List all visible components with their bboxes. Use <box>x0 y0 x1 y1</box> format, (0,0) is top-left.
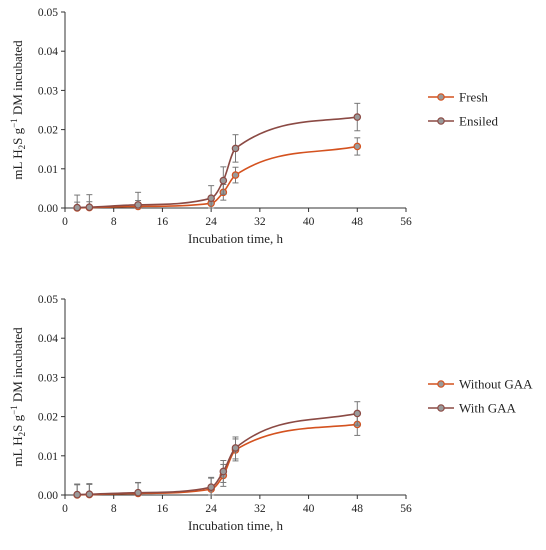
x-tick-label: 40 <box>303 503 315 515</box>
series-1 <box>73 137 362 212</box>
data-point <box>219 467 228 476</box>
data-point <box>231 444 240 452</box>
x-axis-label: Incubation time, h <box>188 518 283 533</box>
chart-panel-2: 0.00 0.01 0.02 0.03 0.04 0.05 0 8 16 24 32 40 48 56 In… <box>9 294 533 533</box>
x-axis-label: Incubation time, h <box>188 231 283 246</box>
y-tick-label: 0.05 <box>38 294 58 306</box>
chart-panel-1: 0.00 0.01 0.02 0.03 0.04 0.05 0 8 16 24 32 40 48 56 In… <box>9 7 498 246</box>
legend-label: Ensiled <box>459 114 498 129</box>
data-point <box>207 194 215 203</box>
legend-label: With GAA <box>459 401 516 416</box>
x-tick-label: 0 <box>62 503 68 515</box>
legend-item-1: Without GAA <box>428 377 533 392</box>
x-tick-label: 48 <box>352 503 364 515</box>
data-point <box>353 113 362 121</box>
data-point <box>85 490 94 499</box>
x-tick-label: 56 <box>400 503 412 515</box>
y-tick-label: 0.04 <box>38 46 58 58</box>
y-tick-label: 0.01 <box>38 164 58 176</box>
data-point <box>353 142 362 151</box>
series-1 <box>73 412 362 499</box>
y-tick-label: 0.00 <box>38 490 58 502</box>
data-point <box>73 490 81 499</box>
x-tick-label: 0 <box>62 216 68 228</box>
legend-swatch-marker <box>437 117 445 125</box>
legend-label: Without GAA <box>459 377 533 392</box>
series-2 <box>73 401 362 499</box>
y-tick-label: 0.02 <box>38 125 58 137</box>
data-point <box>353 409 362 418</box>
data-point <box>207 483 215 491</box>
data-point <box>73 203 81 212</box>
legend-item-2: Ensiled <box>428 114 498 129</box>
data-point <box>231 144 240 153</box>
y-tick-label: 0.01 <box>38 451 58 463</box>
data-point <box>134 201 142 209</box>
x-tick-label: 8 <box>111 503 117 515</box>
x-tick-label: 48 <box>352 216 364 228</box>
y-tick-label: 0.03 <box>38 372 58 384</box>
y-tick-label: 0.00 <box>38 203 58 215</box>
y-axis-label: mL H2S g−1 DM incubated <box>9 327 27 467</box>
data-point <box>85 203 94 212</box>
series-line <box>77 116 358 209</box>
legend-item-1: Fresh <box>428 90 488 105</box>
x-tick-label: 32 <box>254 216 266 228</box>
legend-swatch-marker <box>437 404 445 412</box>
series-line <box>77 412 358 496</box>
x-tick-label: 40 <box>303 216 315 228</box>
legend-label: Fresh <box>459 90 488 105</box>
legend-swatch-marker <box>437 93 445 101</box>
data-point <box>134 488 142 497</box>
x-tick-label: 24 <box>205 216 217 228</box>
x-tick-label: 16 <box>157 216 169 228</box>
y-tick-label: 0.04 <box>38 333 58 345</box>
series-2 <box>73 102 362 212</box>
y-tick-label: 0.02 <box>38 412 58 424</box>
x-tick-label: 56 <box>400 216 412 228</box>
x-tick-label: 24 <box>205 503 217 515</box>
data-point <box>231 171 240 179</box>
y-tick-label: 0.03 <box>38 85 58 97</box>
y-tick-label: 0.05 <box>38 7 58 19</box>
x-tick-label: 16 <box>157 503 169 515</box>
x-tick-label: 8 <box>111 216 117 228</box>
legend-item-2: With GAA <box>428 401 516 416</box>
series-line <box>77 145 358 209</box>
y-axis-label: mL H2S g−1 DM incubated <box>9 40 27 180</box>
legend-swatch-marker <box>437 380 445 388</box>
data-point <box>219 176 228 185</box>
x-tick-label: 32 <box>254 503 266 515</box>
series-line <box>77 423 358 496</box>
